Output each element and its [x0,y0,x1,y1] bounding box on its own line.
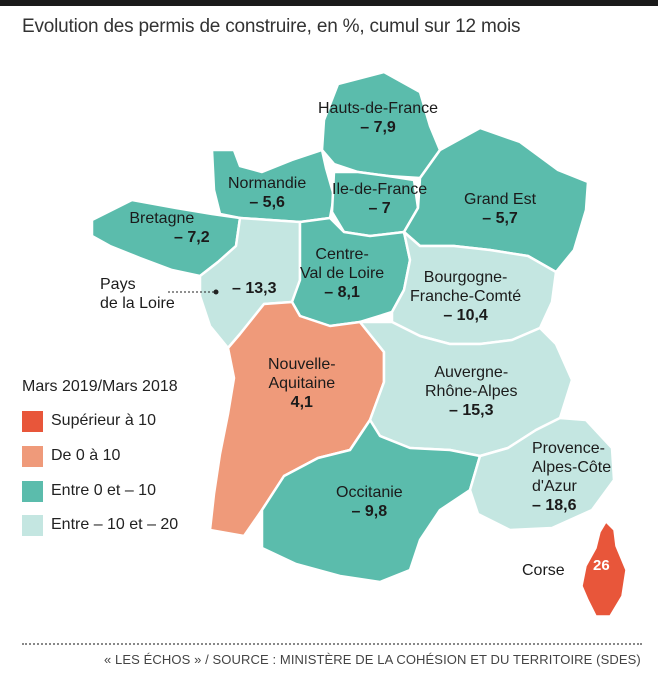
legend-label: Supérieur à 10 [51,412,156,429]
legend-swatch [22,480,43,502]
source-credit: « LES ÉCHOS » / SOURCE : MINISTÈRE DE LA… [104,652,641,667]
label-centre: Centre- Val de Loire – 8,1 [300,246,385,301]
legend-title: Mars 2019/Mars 2018 [22,378,178,395]
value-pays-de-la-loire: – 13,3 [232,280,277,297]
label-ile-de-france: Ile-de-France – 7 [332,181,428,217]
label-grand-est: Grand Est – 5,7 [464,191,537,227]
legend-swatch [22,410,43,432]
label-occitanie: Occitanie – 9,8 [336,484,403,520]
legend-swatch [22,514,43,536]
label-corse: Corse [522,562,565,579]
label-nouvelle-aquitaine: Nouvelle- Aquitaine 4,1 [268,356,336,411]
region-corse [581,521,627,617]
value-corse: 26 [593,557,610,574]
label-hauts-de-france: Hauts-de-France – 7,9 [318,100,439,136]
map-title: Evolution des permis de construire, en %… [22,16,521,37]
region-paca [468,416,616,532]
label-auvergne: Auvergne- Rhône-Alpes – 15,3 [425,364,518,419]
legend-item: Entre 0 et – 10 [22,480,156,502]
legend-label: De 0 à 10 [51,447,121,464]
footer-divider [22,643,642,645]
legend-item: Supérieur à 10 [22,410,156,432]
label-bretagne: Bretagne – 7,2 [129,210,210,246]
label-normandie: Normandie – 5,6 [228,175,307,211]
label-paca: Provence- Alpes-Côte d'Azur – 18,6 [532,440,612,514]
label-pays-de-la-loire: Pays de la Loire [100,276,175,312]
label-bourgogne: Bourgogne- Franche-Comté – 10,4 [410,269,522,324]
top-bar [0,0,658,6]
region-hauts-de-france [320,70,442,180]
legend-label: Entre – 10 et – 20 [51,516,179,533]
legend-item: De 0 à 10 [22,445,120,467]
legend-item: Entre – 10 et – 20 [22,514,178,536]
legend-label: Entre 0 et – 10 [51,482,156,499]
legend-swatch [22,445,43,467]
leader-dot [213,289,219,295]
